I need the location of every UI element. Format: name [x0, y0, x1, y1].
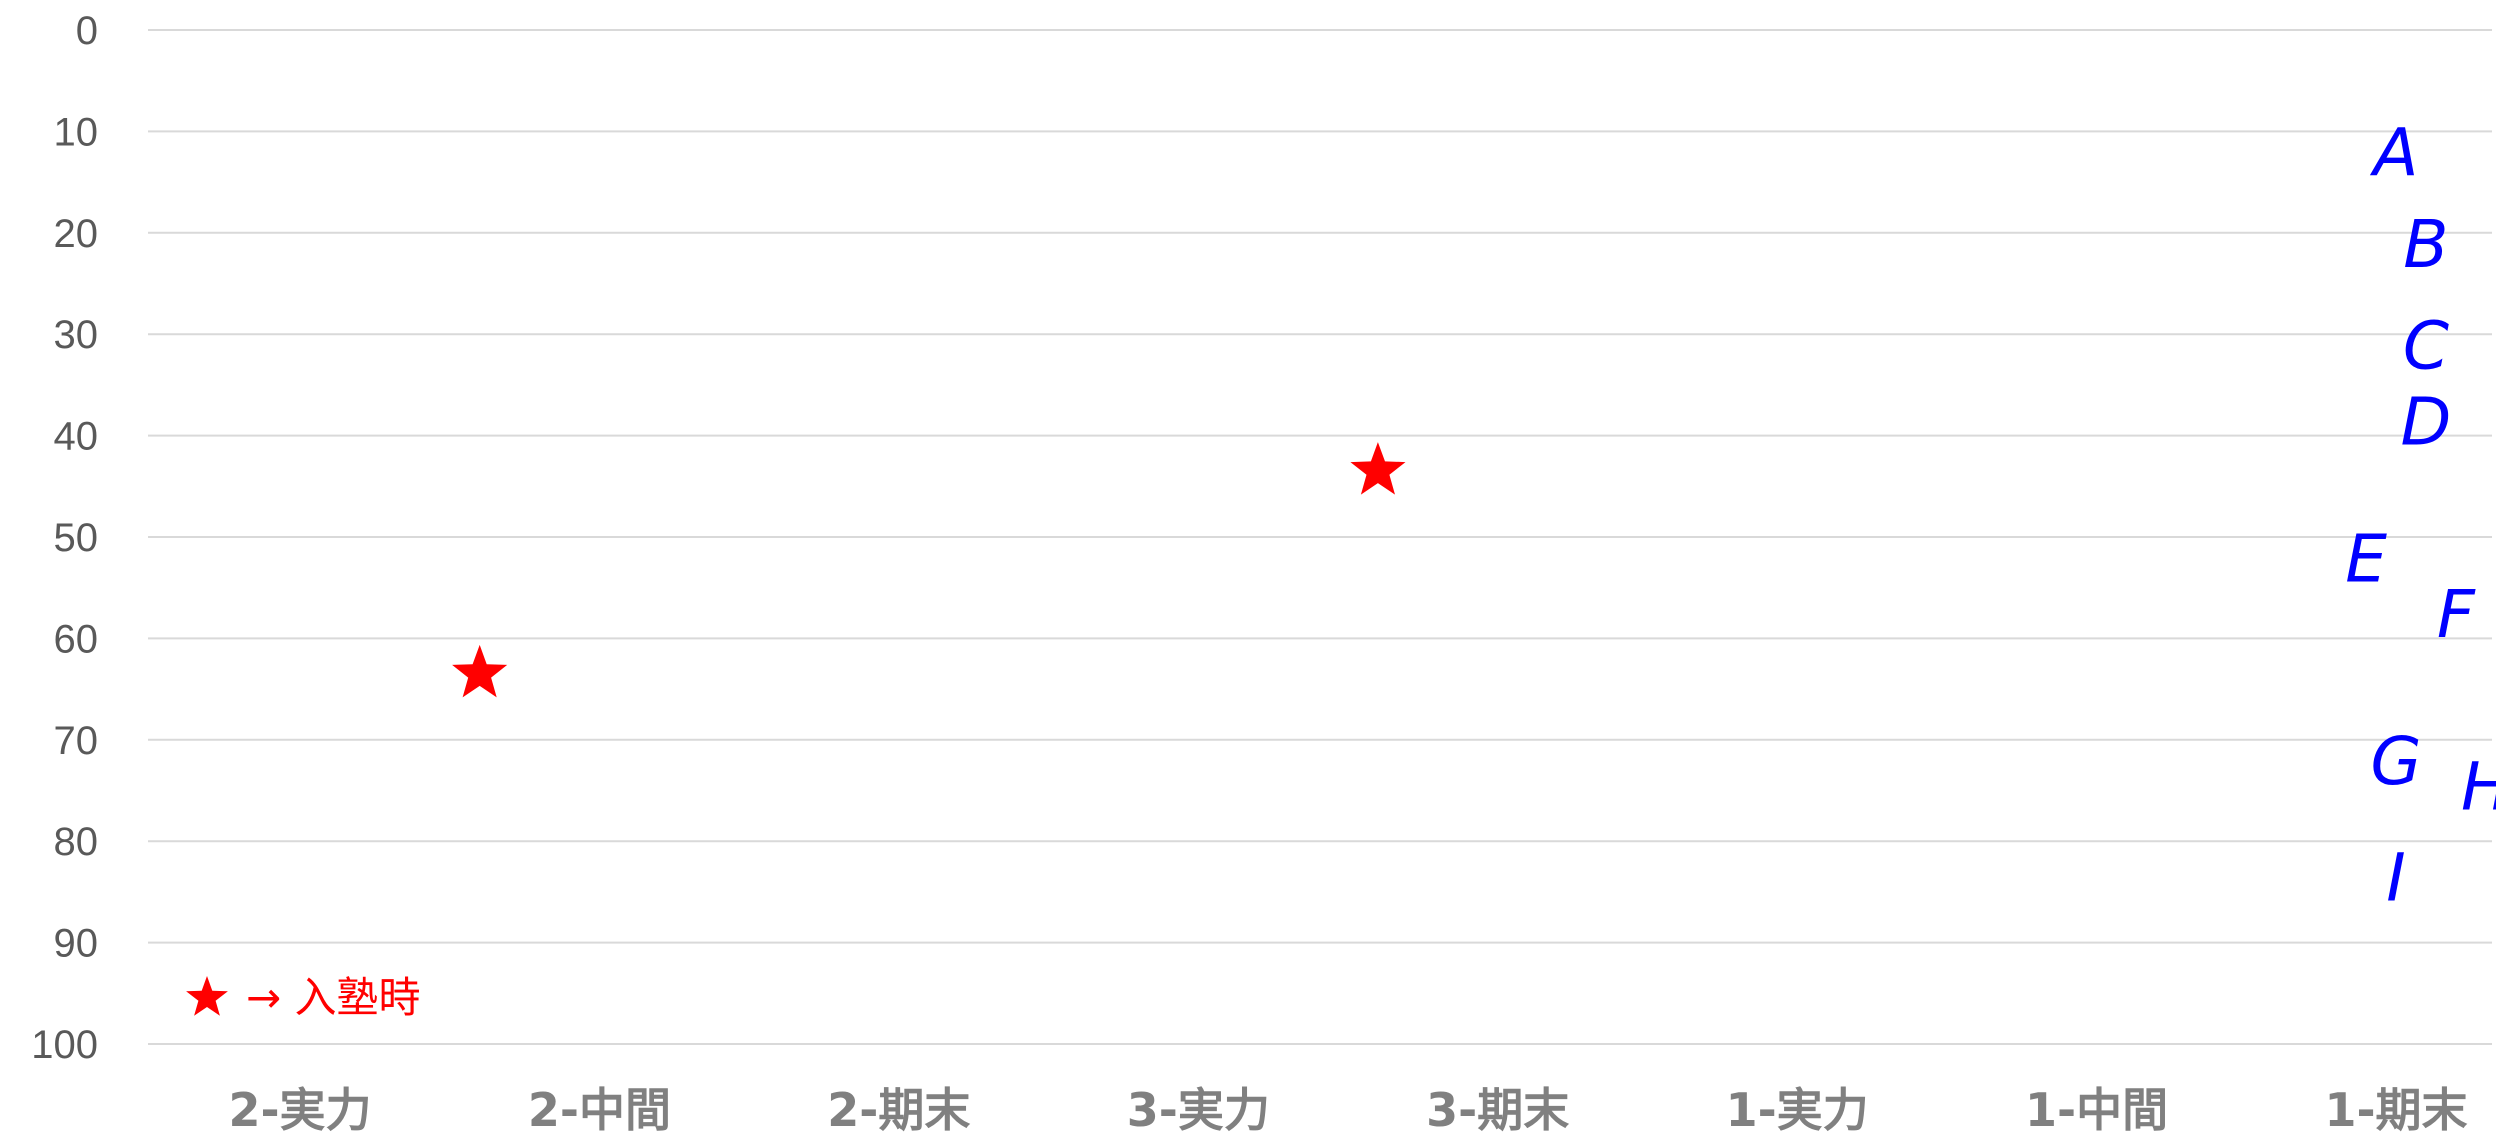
legend: → 入塾時	[186, 973, 421, 1022]
x-tick-label: 2-中間	[528, 1083, 671, 1137]
y-tick-label: 50	[54, 516, 99, 560]
annotation-letter: A	[2369, 115, 2418, 192]
legend-star-icon	[186, 976, 228, 1016]
x-tick-label: 1-中間	[2025, 1083, 2168, 1137]
x-tick-label: 2-期末	[827, 1083, 970, 1137]
y-tick-label: 0	[76, 9, 98, 53]
handwritten-annotations: ABCDEFGHI	[2345, 115, 2496, 917]
y-axis-ticks: 0 10 20 30 40 50 60 70 80 90 100	[31, 9, 98, 1067]
y-tick-label: 90	[54, 922, 99, 966]
data-point-star	[1350, 442, 1406, 495]
annotation-letter: D	[2401, 383, 2452, 460]
x-tick-label: 1-実力	[1726, 1083, 1869, 1137]
y-tick-label: 40	[54, 415, 99, 459]
legend-label: → 入塾時	[246, 973, 421, 1022]
annotation-letter: H	[2461, 748, 2496, 825]
x-tick-label: 3-期末	[1426, 1083, 1569, 1137]
y-tick-label: 20	[54, 212, 99, 256]
data-points	[452, 442, 1406, 698]
annotation-letter: B	[2403, 206, 2448, 283]
y-tick-label: 30	[54, 313, 99, 357]
y-tick-label: 100	[31, 1023, 98, 1067]
data-point-star	[452, 644, 508, 698]
annotation-letter: G	[2370, 723, 2421, 800]
x-tick-label: 1-期末	[2324, 1083, 2467, 1137]
x-axis-ticks: 2-実力 2-中間 2-期末 3-実力 3-期末 1-実力 1-中間 1-期末	[228, 1083, 2467, 1137]
annotation-letter: I	[2386, 840, 2405, 917]
annotation-letter: C	[2403, 307, 2449, 384]
y-tick-label: 10	[54, 110, 99, 154]
annotation-letter: F	[2437, 576, 2476, 653]
gridlines	[148, 29, 2492, 1045]
y-tick-label: 80	[54, 820, 99, 864]
x-tick-label: 3-実力	[1127, 1083, 1270, 1137]
y-tick-label: 60	[54, 617, 99, 661]
x-tick-label: 2-実力	[228, 1083, 371, 1137]
y-tick-label: 70	[54, 719, 99, 763]
annotation-letter: E	[2345, 520, 2387, 597]
